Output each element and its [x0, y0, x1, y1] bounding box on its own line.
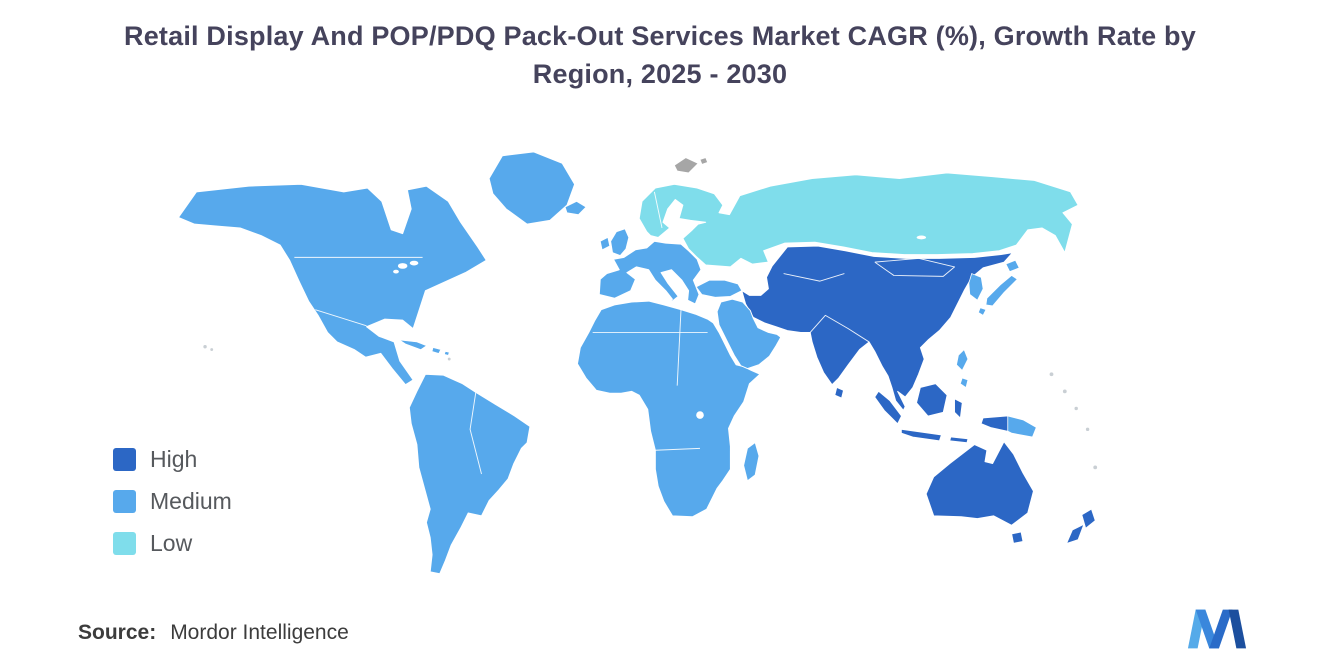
legend-swatch-medium-rect	[113, 490, 136, 513]
legend-item-low: Low	[113, 530, 232, 557]
chart-title: Retail Display And POP/PDQ Pack-Out Serv…	[124, 21, 1196, 89]
legend-label-low: Low	[150, 530, 193, 556]
legend-swatch-high	[113, 448, 136, 471]
legend-label-medium: Medium	[150, 488, 232, 514]
region-arabia	[716, 298, 782, 370]
legend-item-high: High	[113, 446, 232, 473]
region-new-zealand	[1066, 508, 1096, 544]
logo-stroke-4	[1228, 609, 1247, 649]
region-ireland	[599, 236, 611, 251]
mordor-intelligence-logo	[1187, 609, 1247, 649]
region-turkey	[695, 279, 743, 298]
region-caribbean	[399, 339, 450, 356]
region-uk	[610, 228, 630, 256]
region-indonesia	[874, 383, 969, 444]
great-lakes	[393, 235, 927, 419]
legend-swatch-low-rect	[113, 532, 136, 555]
legend-swatch-medium	[113, 490, 136, 513]
region-new-guinea-west	[980, 415, 1009, 432]
world-map	[177, 151, 1098, 575]
legend-item-medium: Medium	[113, 488, 232, 515]
region-korea	[968, 273, 984, 301]
legend-swatch-low	[113, 532, 136, 555]
region-africa	[576, 300, 761, 518]
region-papua-new-guinea	[1007, 415, 1037, 438]
region-asia-high	[741, 245, 1014, 411]
region-philippines	[956, 348, 969, 389]
region-greenland	[488, 151, 576, 225]
logo-stroke-3	[1209, 609, 1233, 649]
source-row: Source: Mordor Intelligence	[78, 621, 349, 645]
legend-swatch-high-rect	[113, 448, 136, 471]
country-borders	[294, 191, 956, 475]
region-europe-west	[598, 240, 702, 305]
region-sri-lanka	[834, 387, 844, 399]
source-value: Mordor Intelligence	[170, 621, 349, 644]
legend: High Medium Low	[113, 446, 232, 572]
region-scandinavia-russia	[638, 172, 1079, 268]
source-label: Source:	[78, 621, 157, 644]
region-north-america	[177, 183, 487, 386]
pacific-islands	[203, 344, 1098, 470]
legend-label-high: High	[150, 446, 198, 472]
region-iceland	[564, 200, 587, 216]
region-madagascar	[743, 442, 760, 482]
region-south-america	[408, 373, 531, 575]
region-svalbard	[673, 157, 709, 174]
region-australia	[925, 441, 1034, 544]
region-japan	[977, 259, 1020, 316]
